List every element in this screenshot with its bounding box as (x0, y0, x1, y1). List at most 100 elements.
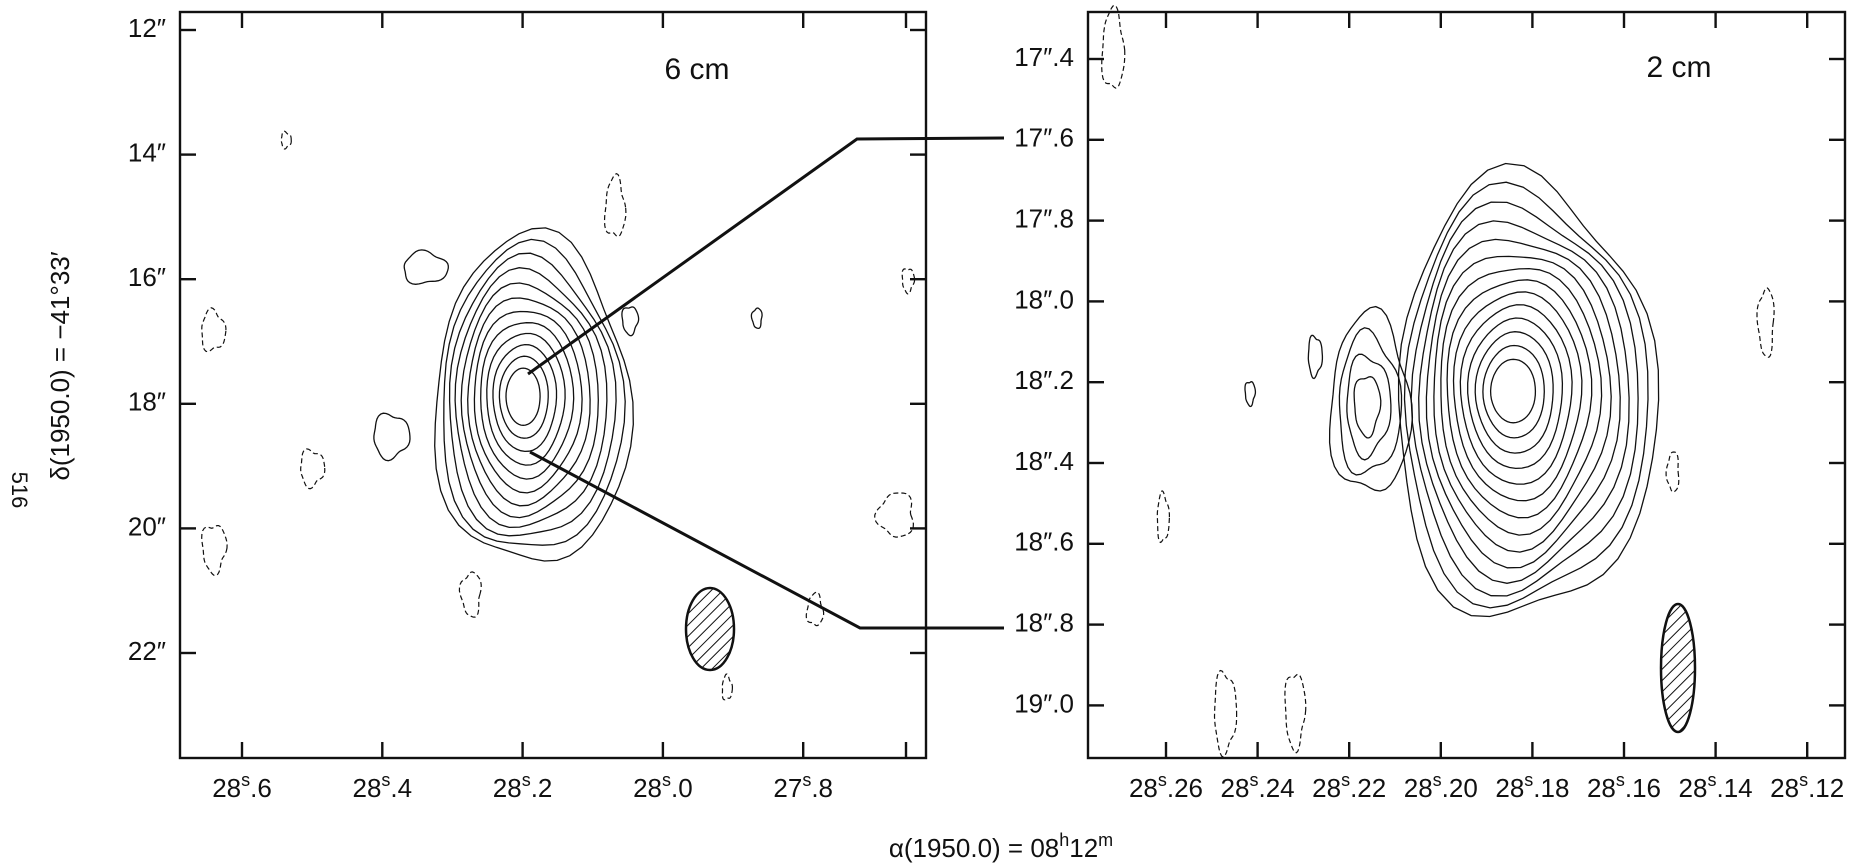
x-tick-label: 28s.26 (1129, 770, 1203, 803)
negative-contour (300, 448, 326, 490)
contour (460, 282, 599, 519)
x-tick-label: 28s.4 (352, 770, 412, 803)
negative-contour (721, 673, 733, 701)
contour (1403, 181, 1649, 609)
x-tick-int: 28 (1587, 773, 1616, 803)
contour (1307, 334, 1324, 380)
x-tick-label: 28s.18 (1495, 770, 1569, 803)
x-tick-int: 28 (1221, 773, 1250, 803)
x-tick-frac: .22 (1350, 773, 1386, 803)
negative-contour (201, 307, 227, 353)
x-tick-label: 28s.20 (1404, 770, 1478, 803)
x-tick-sup: s (1341, 770, 1350, 790)
x-axis-title-text: 12 (1069, 833, 1098, 863)
negative-contour (201, 525, 228, 577)
x-axis-title-sup: m (1098, 830, 1113, 850)
y-tick-label: 18″.0 (1014, 284, 1074, 314)
x-tick-sup: s (1158, 770, 1167, 790)
x-tick-sup: s (1524, 770, 1533, 790)
y-tick-label: 22″ (128, 636, 166, 666)
x-tick-frac: .6 (250, 773, 272, 803)
contour (1328, 305, 1414, 492)
y-tick-label: 17″.8 (1014, 203, 1074, 233)
negative-contour (458, 571, 482, 618)
x-tick-int: 28 (212, 773, 241, 803)
contour (373, 412, 411, 462)
x-tick-frac: .18 (1533, 773, 1569, 803)
y-tick-label: 18″.2 (1014, 365, 1074, 395)
contour (480, 322, 575, 480)
contour (1467, 317, 1564, 470)
x-tick-sup: s (1616, 770, 1625, 790)
contour (467, 297, 591, 507)
x-tick-int: 28 (1312, 773, 1341, 803)
negative-contour (1213, 669, 1238, 758)
contour (1489, 358, 1537, 424)
x-tick-frac: .0 (671, 773, 693, 803)
contour (1433, 255, 1612, 553)
x-tick-label: 28s.12 (1770, 770, 1844, 803)
x-tick-sup: s (1249, 770, 1258, 790)
contour (448, 252, 617, 537)
x-tick-label: 28s.22 (1312, 770, 1386, 803)
panel-frame (1086, 10, 1847, 760)
negative-contour (901, 268, 916, 295)
y-tick-label: 20″ (128, 511, 166, 541)
beam (684, 586, 736, 672)
x-tick-label: 28s.24 (1221, 770, 1295, 803)
panel-frame (178, 10, 928, 760)
negative-contour (280, 130, 292, 150)
y-tick-label: 19″.0 (1014, 688, 1074, 718)
x-tick-frac: .2 (531, 773, 553, 803)
contour (1474, 331, 1554, 454)
x-tick-sup: s (381, 770, 390, 790)
contour (473, 310, 583, 494)
x-tick-sup: s (1799, 770, 1808, 790)
x-axis-title-text: α(1950.0) = 08 (889, 833, 1059, 863)
y-tick-label: 14″ (128, 137, 166, 167)
x-tick-int: 28 (1770, 773, 1799, 803)
contour (1440, 267, 1603, 536)
negative-contour (1665, 451, 1680, 493)
x-tick-label: 28s.16 (1587, 770, 1661, 803)
x-tick-frac: .12 (1808, 773, 1844, 803)
x-axis-title-sup: h (1059, 830, 1069, 850)
contour (1244, 381, 1257, 408)
x-tick-frac: .16 (1625, 773, 1661, 803)
contour (1482, 344, 1545, 439)
connector (527, 136, 1005, 376)
x-tick-int: 28 (633, 773, 662, 803)
contour (1418, 220, 1630, 584)
contour (403, 249, 449, 285)
x-tick-frac: .4 (390, 773, 412, 803)
x-tick-int: 28 (1404, 773, 1433, 803)
contour (498, 355, 549, 439)
beam (1659, 602, 1697, 734)
y-tick-label: 16″ (128, 262, 166, 292)
x-tick-int: 28 (1495, 773, 1524, 803)
contour (1452, 291, 1583, 502)
x-tick-sup: s (241, 770, 250, 790)
x-tick-frac: .24 (1258, 773, 1294, 803)
x-tick-sup: s (1707, 770, 1716, 790)
x-tick-label: 28s.2 (493, 770, 553, 803)
x-tick-int: 28 (352, 773, 381, 803)
contour (1338, 327, 1403, 476)
y-tick-label: 17″.6 (1014, 123, 1074, 153)
negative-contour (874, 492, 915, 538)
connector (529, 450, 1004, 630)
panel-label: 2 cm (1646, 51, 1711, 84)
y-tick-label: 12″ (128, 13, 166, 43)
negative-contour (1284, 673, 1307, 754)
contour (1410, 201, 1639, 597)
x-axis-title: α(1950.0) = 08h12m (889, 830, 1113, 863)
x-tick-int: 28 (1679, 773, 1708, 803)
contour (443, 238, 626, 546)
x-tick-int: 27 (773, 773, 802, 803)
x-tick-int: 28 (493, 773, 522, 803)
negative-contour (1101, 4, 1126, 89)
x-tick-frac: .14 (1716, 773, 1752, 803)
contour (1446, 279, 1593, 519)
